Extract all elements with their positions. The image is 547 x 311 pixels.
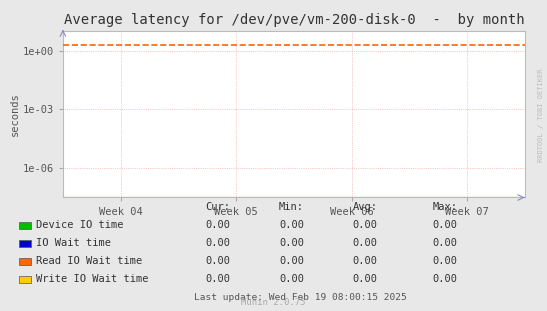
Text: 0.00: 0.00: [205, 256, 230, 266]
Text: IO Wait time: IO Wait time: [36, 238, 110, 248]
Text: Write IO Wait time: Write IO Wait time: [36, 274, 148, 284]
Text: 0.00: 0.00: [353, 274, 378, 284]
Text: 0.00: 0.00: [279, 256, 304, 266]
Text: RRDTOOL / TOBI OETIKER: RRDTOOL / TOBI OETIKER: [538, 68, 544, 162]
Text: 0.00: 0.00: [205, 274, 230, 284]
Text: 0.00: 0.00: [353, 238, 378, 248]
Text: Max:: Max:: [432, 202, 457, 212]
Text: 0.00: 0.00: [279, 220, 304, 230]
Text: 0.00: 0.00: [432, 220, 457, 230]
Text: 0.00: 0.00: [432, 238, 457, 248]
Text: 0.00: 0.00: [279, 274, 304, 284]
Text: 0.00: 0.00: [432, 256, 457, 266]
Text: Cur:: Cur:: [205, 202, 230, 212]
Text: 0.00: 0.00: [353, 256, 378, 266]
Text: Munin 2.0.75: Munin 2.0.75: [241, 298, 306, 307]
Text: 0.00: 0.00: [205, 238, 230, 248]
Text: Device IO time: Device IO time: [36, 220, 123, 230]
Text: Last update: Wed Feb 19 08:00:15 2025: Last update: Wed Feb 19 08:00:15 2025: [195, 293, 407, 301]
Text: 0.00: 0.00: [279, 238, 304, 248]
Text: Read IO Wait time: Read IO Wait time: [36, 256, 142, 266]
Text: Avg:: Avg:: [353, 202, 378, 212]
Text: 0.00: 0.00: [432, 274, 457, 284]
Text: 0.00: 0.00: [205, 220, 230, 230]
Title: Average latency for /dev/pve/vm-200-disk-0  -  by month: Average latency for /dev/pve/vm-200-disk…: [63, 13, 525, 27]
Text: 0.00: 0.00: [353, 220, 378, 230]
Text: Min:: Min:: [279, 202, 304, 212]
Y-axis label: seconds: seconds: [10, 92, 20, 136]
